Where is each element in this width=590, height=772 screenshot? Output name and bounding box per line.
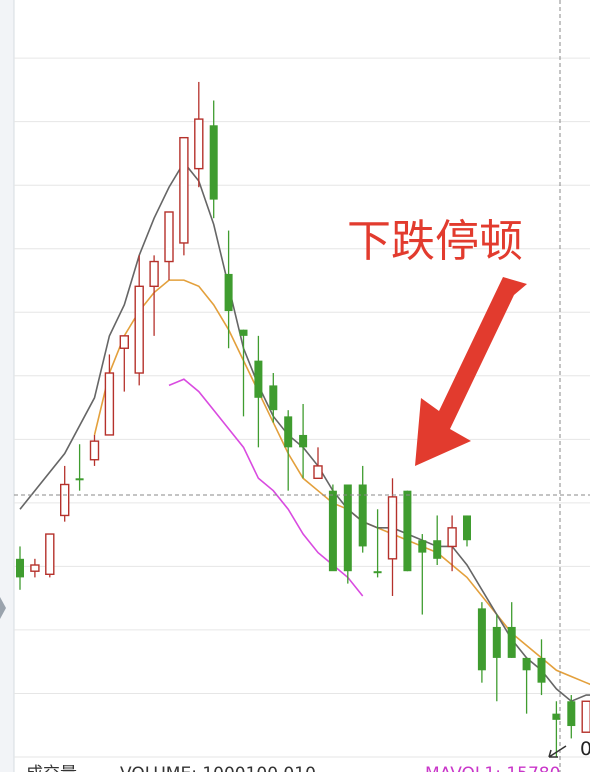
candle	[119, 335, 130, 392]
candle	[179, 136, 189, 256]
candle	[30, 558, 40, 578]
candle-body	[194, 118, 204, 170]
candle-body	[75, 478, 84, 481]
candle-body	[104, 372, 115, 436]
candle	[194, 81, 204, 188]
candle-body	[284, 416, 293, 448]
candle-body	[313, 465, 323, 480]
candle	[45, 533, 55, 578]
candle-body	[387, 496, 398, 560]
candle-body	[567, 701, 576, 727]
candles	[16, 81, 590, 757]
candle-body	[164, 211, 174, 263]
candle-body	[299, 434, 308, 448]
candle	[149, 255, 159, 336]
candle	[343, 484, 352, 584]
volume-label: 成交量	[26, 764, 77, 772]
candle	[552, 701, 561, 757]
candle-body	[269, 385, 278, 411]
candle	[328, 484, 337, 572]
candle	[89, 434, 100, 466]
candle	[299, 403, 308, 479]
candle-body	[16, 558, 24, 578]
candle	[16, 546, 24, 590]
candle-body	[45, 533, 55, 575]
candle-body	[418, 540, 427, 553]
candle	[567, 695, 576, 739]
candle	[284, 410, 293, 491]
candle	[313, 447, 323, 480]
candle-body	[552, 713, 561, 720]
candle-body	[522, 657, 531, 671]
candle-body	[224, 273, 233, 312]
candle	[104, 354, 115, 436]
annotation-text: 下跌停顿	[347, 216, 523, 267]
candle-body	[134, 285, 144, 374]
candle-body	[477, 608, 486, 671]
candle	[164, 211, 174, 281]
candle-body	[179, 136, 189, 244]
candle-body	[433, 540, 442, 559]
candle	[581, 700, 590, 733]
candle	[358, 465, 367, 553]
candle-body	[463, 515, 471, 541]
candle-body	[254, 360, 263, 398]
candle-body	[89, 440, 100, 461]
candle	[239, 329, 248, 417]
candle	[463, 515, 471, 547]
candle	[507, 602, 516, 658]
candle-body	[149, 260, 159, 288]
cursor-pointer-icon	[548, 745, 567, 758]
candle-body	[60, 483, 70, 517]
candle-body	[507, 626, 516, 658]
candle	[418, 534, 427, 615]
candle-body	[119, 335, 130, 349]
candle	[537, 639, 546, 696]
candle-body	[209, 125, 218, 200]
candle	[492, 614, 501, 702]
candle	[522, 657, 531, 714]
candle	[209, 100, 218, 219]
candle-body	[358, 484, 367, 547]
candle-body	[447, 527, 457, 548]
candle-body	[537, 657, 546, 683]
candle	[387, 478, 398, 596]
candle-body	[239, 329, 248, 336]
candle-body	[30, 564, 40, 572]
candle-body	[581, 700, 590, 733]
candle	[75, 444, 84, 491]
cursor-price-label: 0	[580, 738, 590, 760]
candle	[433, 515, 442, 566]
candle-body	[328, 490, 337, 572]
candle-body	[403, 490, 412, 572]
candle	[60, 465, 70, 522]
candle	[373, 509, 382, 578]
candle	[134, 255, 144, 386]
candle-body	[373, 571, 382, 574]
candle	[224, 230, 233, 349]
candle	[254, 335, 263, 448]
candle-body	[343, 484, 352, 572]
candle	[269, 373, 278, 423]
candle	[447, 515, 457, 572]
mavol-value: MAVOL1: 15780	[425, 764, 560, 772]
volume-value: VOLUME: 1000100.010	[120, 764, 316, 772]
candle-body	[492, 626, 501, 658]
annotation-arrow	[415, 277, 527, 466]
panel-collapse-arrow-icon[interactable]	[0, 597, 6, 619]
candle	[477, 602, 486, 683]
left-panel	[0, 0, 14, 772]
grid	[14, 57, 590, 758]
candle	[403, 490, 412, 572]
